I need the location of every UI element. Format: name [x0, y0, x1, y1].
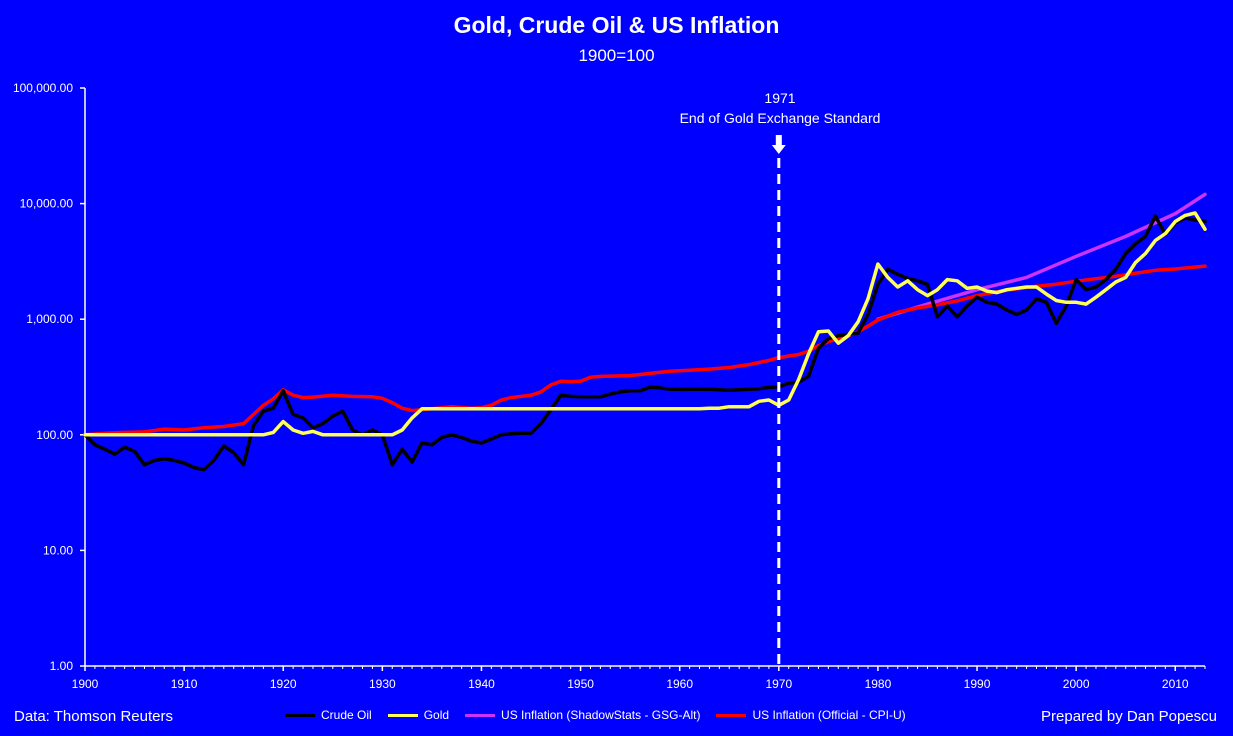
chart-subtitle: 1900=100: [578, 46, 655, 65]
legend-item-gold: Gold: [387, 708, 450, 722]
x-tick-label: 1990: [964, 677, 991, 691]
data-source: Data: Thomson Reuters: [14, 708, 173, 725]
x-tick-label: 1940: [468, 677, 495, 691]
x-tick-label: 1970: [765, 677, 792, 691]
legend: Crude Oil Gold US Inflation (ShadowStats…: [285, 708, 922, 722]
legend-label-shadowstats: US Inflation (ShadowStats - GSG-Alt): [501, 708, 701, 722]
legend-label-crude-oil: Crude Oil: [321, 708, 372, 722]
annotation-year: 1971: [764, 90, 796, 106]
series-lines: [83, 192, 1207, 472]
x-tick-label: 1920: [270, 677, 297, 691]
axes: [84, 88, 1205, 667]
legend-item-crude-oil: Crude Oil: [285, 708, 372, 722]
series-line-us-inflation-shadowstats-gsg-alt: [876, 192, 1207, 321]
y-tick-label: 100.00: [36, 428, 73, 442]
x-tick-label: 1980: [865, 677, 892, 691]
legend-swatch-crude-oil: [285, 713, 315, 717]
chart-title: Gold, Crude Oil & US Inflation: [453, 12, 780, 38]
legend-label-gold: Gold: [423, 708, 450, 722]
x-tick-label: 2010: [1162, 677, 1189, 691]
legend-label-cpi: US Inflation (Official - CPI-U): [752, 708, 906, 722]
legend-swatch-cpi: [716, 713, 747, 717]
x-tick-label: 1950: [567, 677, 594, 691]
y-tick-label: 100,000.00: [13, 81, 73, 95]
series-line-gold: [83, 211, 1207, 437]
y-ticks: 1.00 10.00 100.00 1,000.00 10,000.00 100,000.…: [13, 81, 85, 673]
x-ticks: 1900 1910 1920 1930 1940 1950 1960 1970 1980 1990…: [72, 666, 1206, 691]
y-tick-label: 10.00: [43, 543, 73, 557]
legend-swatch-gold: [387, 713, 418, 717]
x-tick-label: 2000: [1063, 677, 1090, 691]
legend-swatch-shadowstats: [465, 713, 496, 717]
y-tick-label: 1.00: [50, 659, 74, 673]
x-tick-label: 1930: [369, 677, 396, 691]
series-line-crude-oil: [83, 214, 1207, 472]
y-tick-label: 10,000.00: [20, 197, 74, 211]
x-tick-label: 1900: [72, 677, 99, 691]
y-tick-label: 1,000.00: [26, 312, 73, 326]
x-tick-label: 1960: [666, 677, 693, 691]
annotation-text: End of Gold Exchange Standard: [679, 110, 881, 126]
legend-item-cpi: US Inflation (Official - CPI-U): [716, 708, 906, 722]
x-tick-label: 1910: [171, 677, 198, 691]
gold-standard-annotation: 1971 End of Gold Exchange Standard: [620, 88, 940, 128]
down-arrow-icon: [771, 135, 786, 154]
legend-item-shadowstats: US Inflation (ShadowStats - GSG-Alt): [465, 708, 700, 722]
author-credit: Prepared by Dan Popescu: [1041, 708, 1217, 725]
